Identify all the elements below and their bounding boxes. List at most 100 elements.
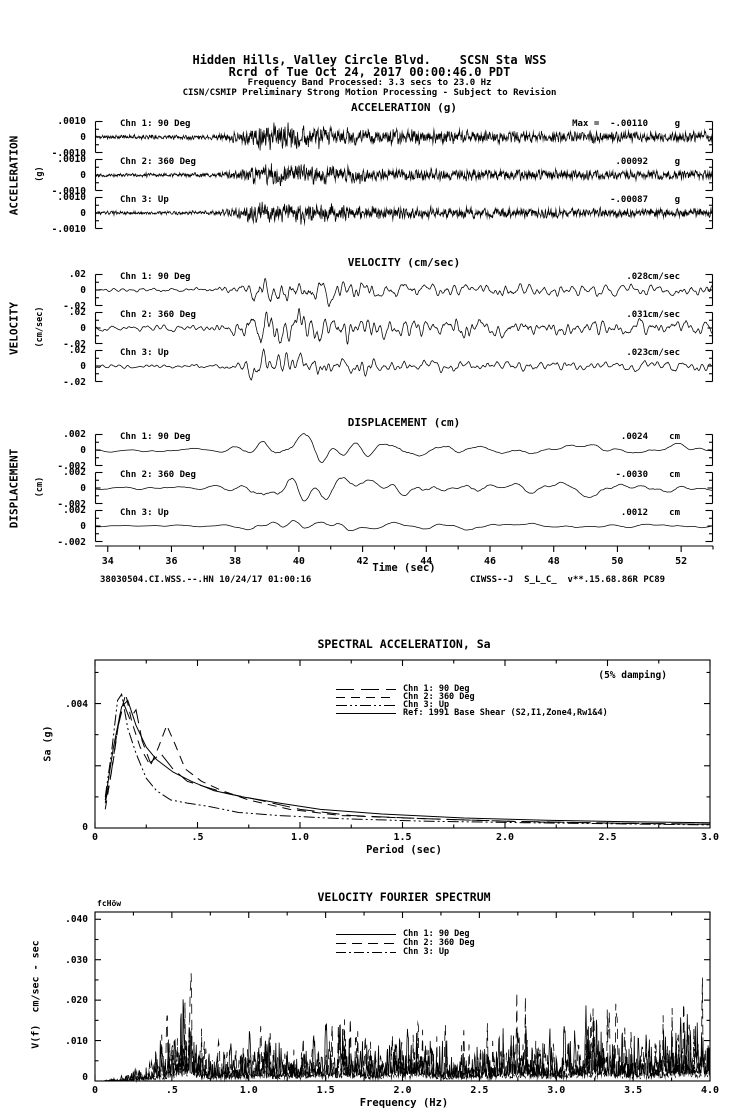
period-axis-label: Period (sec) bbox=[366, 844, 442, 856]
fourier-legend-label-0: Chn 1: 90 Deg bbox=[403, 929, 470, 939]
fourier-legend-line-0 bbox=[335, 931, 397, 938]
time-tick-label-5: 44 bbox=[420, 556, 433, 567]
velocity-ytick-3-0: .02 bbox=[68, 345, 86, 356]
velocity-ytick-1-1: 0 bbox=[80, 285, 86, 296]
sa-xtick-6: 3.0 bbox=[700, 832, 720, 843]
sa-legend-label-1: Chn 2: 360 Deg bbox=[403, 692, 475, 702]
velocity-ytick-2-0: .02 bbox=[68, 307, 86, 318]
acceleration-ytick-1-2: -.0010 bbox=[51, 148, 86, 159]
fourier-ytick-3: .010 bbox=[65, 1035, 88, 1047]
fourier-legend-line-2 bbox=[335, 949, 397, 956]
displacement-peak-value-2: -.0030 bbox=[615, 470, 648, 480]
velocity-trace-chn3 bbox=[90, 342, 718, 390]
velocity-channel-label-1: Chn 1: 90 Deg bbox=[120, 272, 191, 282]
sa-ytick-004: .004 bbox=[65, 698, 88, 710]
sa-xtick-0: 0 bbox=[91, 832, 99, 843]
fourier-xtick-5: 2.5 bbox=[470, 1085, 489, 1096]
acceleration-ytick-1-0: .0010 bbox=[57, 116, 86, 127]
sa-xtick-2: 1.0 bbox=[290, 832, 310, 843]
acceleration-channel-label-3: Chn 3: Up bbox=[120, 195, 169, 205]
acceleration-ytick-3-2: -.0010 bbox=[51, 224, 86, 235]
time-tick-label-1: 36 bbox=[165, 556, 178, 567]
time-tick-label-3: 40 bbox=[292, 556, 305, 567]
acceleration-ytick-1-1: 0 bbox=[80, 132, 86, 143]
velocity-channel-label-2: Chn 2: 360 Deg bbox=[120, 310, 196, 320]
displacement-channel-label-1: Chn 1: 90 Deg bbox=[120, 432, 191, 442]
time-tick-label-2: 38 bbox=[229, 556, 242, 567]
displacement-peak-unit-2: cm bbox=[669, 470, 680, 480]
time-axis-label: Time (sec) bbox=[372, 562, 436, 574]
fourier-legend-label-2: Chn 3: Up bbox=[403, 947, 450, 957]
velocity-peak-unit-3: cm/sec bbox=[647, 348, 680, 358]
time-tick-label-8: 50 bbox=[611, 556, 624, 567]
sa-legend-line-3 bbox=[335, 710, 397, 717]
time-axis bbox=[90, 545, 718, 561]
velocity-title: VELOCITY (cm/sec) bbox=[347, 256, 461, 269]
displacement-ytick-3-1: 0 bbox=[80, 521, 86, 532]
fourier-xtick-7: 3.5 bbox=[624, 1085, 643, 1096]
corner-frequency-marker: fcHöw bbox=[97, 899, 122, 908]
displacement-ytick-3-0: .002 bbox=[63, 505, 86, 516]
time-tick-label-6: 46 bbox=[483, 556, 497, 567]
sa-xtick-1: .5 bbox=[191, 832, 204, 843]
displacement-ytick-2-1: 0 bbox=[80, 483, 86, 494]
record-id-footer: 38030504.CI.WSS.--.HN 10/24/17 01:00:16 bbox=[100, 575, 312, 585]
acceleration-title: ACCELERATION (g) bbox=[351, 101, 457, 114]
displacement-channel-label-2: Chn 2: 360 Deg bbox=[120, 470, 196, 480]
fourier-legend-line-1 bbox=[335, 940, 397, 947]
velocity-ytick-3-2: -.02 bbox=[63, 377, 86, 388]
acceleration-channel-label-2: Chn 2: 360 Deg bbox=[120, 157, 196, 167]
sa-ytick-0: 0 bbox=[82, 822, 88, 833]
displacement-y-axis-label: DISPLACEMENT bbox=[7, 448, 21, 529]
acceleration-y-axis-label: ACCELERATION bbox=[7, 135, 21, 216]
acceleration-peak-value-2: .00092 bbox=[615, 157, 648, 167]
acceleration-peak-unit-1: g bbox=[674, 119, 680, 129]
time-tick-label-0: 34 bbox=[101, 556, 114, 567]
velocity-y-axis-label: VELOCITY bbox=[7, 302, 21, 355]
displacement-channel-label-3: Chn 3: Up bbox=[120, 508, 169, 518]
acceleration-ytick-2-2: -.0010 bbox=[51, 186, 86, 197]
fourier-ytick-0: .040 bbox=[65, 914, 88, 926]
displacement-ytick-1-2: -.002 bbox=[57, 461, 86, 472]
sa-y-axis-label: Sa (g) bbox=[42, 725, 54, 762]
fourier-ytick-2: .020 bbox=[65, 995, 88, 1007]
sa-legend-line-0 bbox=[335, 686, 397, 693]
displacement-title: DISPLACEMENT (cm) bbox=[347, 416, 461, 429]
acceleration-peak-value-3: -.00087 bbox=[610, 195, 648, 205]
fourier-plot bbox=[90, 907, 718, 1086]
sa-legend-line-2 bbox=[335, 702, 397, 709]
sa-xtick-4: 2.0 bbox=[495, 832, 515, 843]
processing-version-footer: CIWSS--J S_L_C_ v**.15.68.86R PC89 bbox=[470, 575, 666, 585]
fourier-legend-label-1: Chn 2: 360 Deg bbox=[403, 938, 475, 948]
velocity-ytick-3-1: 0 bbox=[80, 361, 86, 372]
sa-legend-label-0: Chn 1: 90 Deg bbox=[403, 684, 470, 694]
time-tick-label-7: 48 bbox=[547, 556, 560, 567]
station-title: Hidden Hills, Valley Circle Blvd. SCSN S… bbox=[192, 53, 547, 67]
fourier-xtick-4: 2.0 bbox=[393, 1085, 412, 1096]
fourier-ytick-4: 0 bbox=[82, 1072, 88, 1083]
sa-legend-line-1 bbox=[335, 694, 397, 701]
velocity-channel-label-3: Chn 3: Up bbox=[120, 348, 169, 358]
record-timestamp: Rcrd of Tue Oct 24, 2017 00:00:46.0 PDT bbox=[228, 65, 511, 79]
processing-disclaimer: CISN/CSMIP Preliminary Strong Motion Pro… bbox=[182, 88, 557, 98]
displacement-peak-unit-1: cm bbox=[669, 432, 680, 442]
sa-legend-label-3: Ref: 1991 Base Shear (S2,I1,Zone4,Rw1&4) bbox=[403, 708, 608, 718]
displacement-peak-value-1: .0024 bbox=[620, 432, 648, 442]
acceleration-ytick-2-0: .0010 bbox=[57, 154, 86, 165]
velocity-peak-value-2: .031 bbox=[626, 310, 648, 320]
displacement-peak-unit-3: cm bbox=[669, 508, 680, 518]
acceleration-peak-unit-3: g bbox=[674, 195, 680, 205]
frequency-band-note: Frequency Band Processed: 3.3 secs to 23… bbox=[247, 78, 492, 88]
acceleration-ytick-3-0: .0010 bbox=[57, 192, 86, 203]
acceleration-channel-label-1: Chn 1: 90 Deg bbox=[120, 119, 191, 129]
displacement-ytick-1-1: 0 bbox=[80, 445, 86, 456]
displacement-ytick-3-2: -.002 bbox=[57, 537, 86, 548]
fourier-xtick-6: 3.0 bbox=[547, 1085, 566, 1096]
velocity-peak-unit-2: cm/sec bbox=[647, 310, 680, 320]
sa-xtick-5: 2.5 bbox=[598, 832, 617, 843]
sa-xtick-3: 1.5 bbox=[393, 832, 412, 843]
velocity-peak-value-1: .028 bbox=[626, 272, 648, 282]
sa-legend-label-2: Chn 3: Up bbox=[403, 700, 450, 710]
displacement-ytick-2-2: -.002 bbox=[57, 499, 86, 510]
